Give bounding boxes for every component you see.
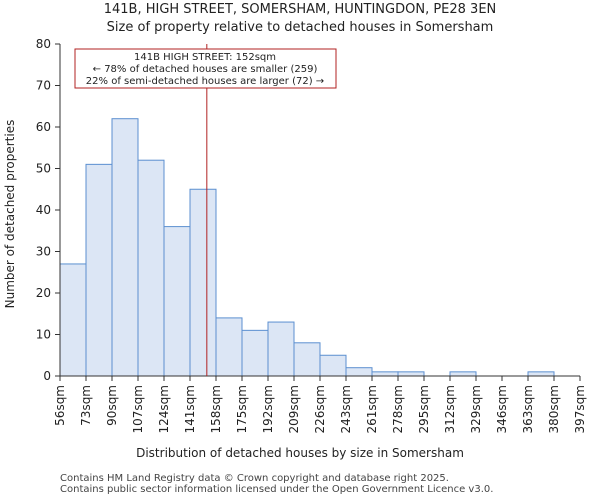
bar-90sqm [111, 118, 139, 377]
annotation-line-2: ← 78% of detached houses are smaller (25… [93, 64, 318, 75]
y-tick-label: 80 [36, 37, 51, 51]
bar-312sqm [449, 371, 477, 377]
x-tick-label: 192sqm [261, 385, 275, 433]
x-tick-label: 278sqm [391, 385, 405, 433]
bar-56sqm [59, 263, 87, 377]
annotation-box: 141B HIGH STREET: 152sqm ← 78% of detach… [74, 48, 337, 89]
bar-261sqm [371, 371, 399, 377]
x-tick-label: 329sqm [469, 385, 483, 433]
x-tick-label: 243sqm [339, 385, 353, 433]
bar-107sqm [137, 159, 165, 377]
x-tick-label: 312sqm [443, 385, 457, 433]
annotation-line-3: 22% of semi-detached houses are larger (… [86, 76, 324, 87]
x-tick-label: 226sqm [313, 385, 327, 433]
bar-192sqm [267, 321, 295, 377]
footer-licence: Contains public sector information licen… [60, 484, 494, 495]
bar-158sqm [215, 317, 243, 377]
bar-278sqm [397, 371, 425, 377]
x-tick-label: 73sqm [79, 385, 93, 426]
x-tick-label: 363sqm [521, 385, 535, 433]
bar-209sqm [293, 342, 321, 377]
y-tick-label: 20 [36, 286, 51, 300]
x-tick-label: 175sqm [235, 385, 249, 433]
x-tick-label: 141sqm [183, 385, 197, 433]
x-tick-label: 295sqm [417, 385, 431, 433]
y-axis-label: Number of detached properties [3, 120, 17, 309]
x-tick-label: 158sqm [209, 385, 223, 433]
x-tick-label: 90sqm [105, 385, 119, 426]
bar-226sqm [319, 354, 347, 377]
footer-copyright: Contains HM Land Registry data © Crown c… [60, 473, 449, 484]
x-tick-label: 56sqm [53, 385, 67, 426]
bar-175sqm [241, 329, 269, 377]
y-tick-label: 50 [36, 162, 51, 176]
annotation-line-1: 141B HIGH STREET: 152sqm [134, 52, 276, 63]
chart-title-address: 141B, HIGH STREET, SOMERSHAM, HUNTINGDON… [103, 2, 497, 17]
bar-124sqm [163, 226, 191, 377]
x-axis-label: Distribution of detached houses by size … [136, 446, 464, 460]
bar-141sqm [189, 188, 217, 377]
y-tick-label: 10 [36, 328, 51, 342]
x-tick-label: 124sqm [157, 385, 171, 433]
bar-73sqm [85, 163, 113, 377]
y-tick-label: 30 [36, 245, 51, 259]
x-tick-label: 346sqm [495, 385, 509, 433]
y-tick-label: 40 [36, 203, 51, 217]
bar-243sqm [345, 367, 373, 377]
y-tick-label: 70 [36, 79, 51, 93]
y-tick-label: 60 [36, 120, 51, 134]
x-tick-label: 107sqm [131, 385, 145, 433]
chart-title: Size of property relative to detached ho… [106, 20, 494, 35]
x-tick-label: 397sqm [573, 385, 587, 433]
x-tick-label: 261sqm [365, 385, 379, 433]
bar-363sqm [527, 371, 555, 377]
x-tick-label: 380sqm [547, 385, 561, 433]
x-tick-label: 209sqm [287, 385, 301, 433]
y-tick-label: 0 [43, 369, 51, 383]
